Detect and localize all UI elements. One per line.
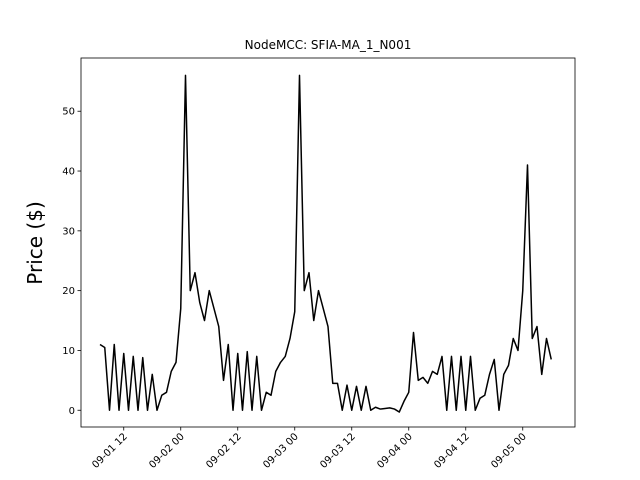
x-tick-label: 09-04 00 — [375, 431, 415, 471]
price-line — [99, 74, 552, 413]
x-tick-label: 09-02 12 — [204, 431, 244, 471]
y-tick-label: 50 — [62, 107, 75, 118]
y-tick-label: 20 — [62, 286, 75, 297]
y-tick-label: 10 — [62, 346, 75, 357]
y-tick-label: 40 — [62, 167, 75, 178]
chart-title: NodeMCC: SFIA-MA_1_N001 — [245, 38, 412, 52]
y-tick-label: 0 — [69, 406, 75, 417]
x-tick-label: 09-05 00 — [489, 431, 529, 471]
x-tick-label: 09-02 00 — [147, 431, 187, 471]
x-tick-label: 09-04 12 — [432, 431, 472, 471]
y-axis-label: Price ($) — [23, 201, 47, 284]
x-tick-label: 09-03 00 — [261, 431, 301, 471]
x-tick-label: 09-03 12 — [318, 431, 358, 471]
y-tick-label: 30 — [62, 226, 75, 237]
x-tick-label: 09-01 12 — [90, 431, 130, 471]
plot-frame — [80, 57, 576, 428]
